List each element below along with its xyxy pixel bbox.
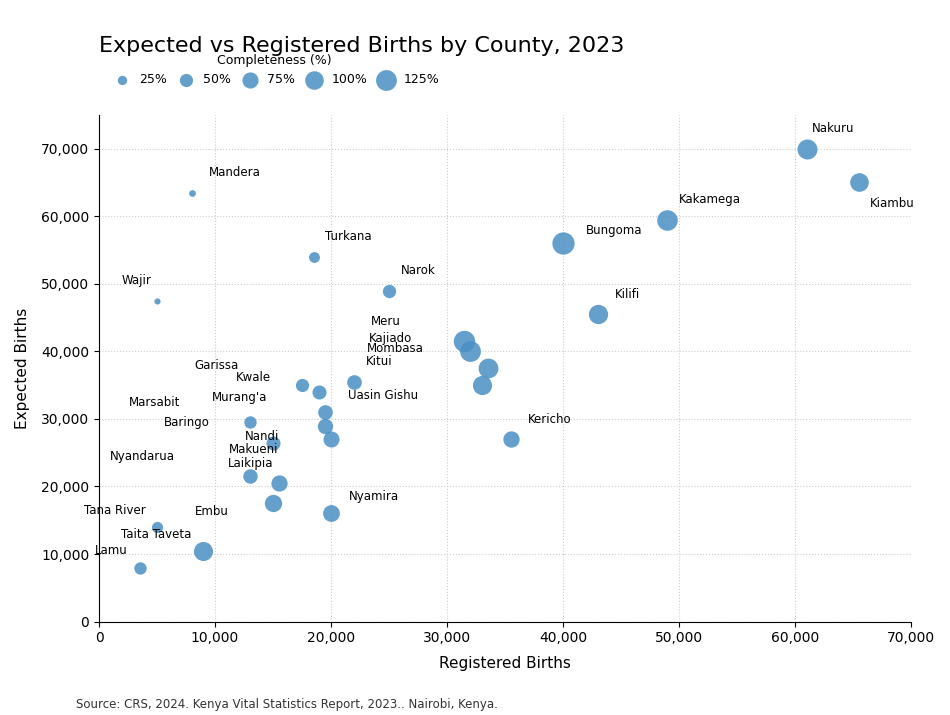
Point <box>851 177 866 188</box>
Point <box>184 187 200 198</box>
Point <box>799 143 814 154</box>
Point <box>242 470 257 482</box>
Point <box>660 214 675 225</box>
Text: Kericho: Kericho <box>528 413 572 425</box>
Text: Garissa: Garissa <box>194 359 238 372</box>
Point <box>265 437 280 448</box>
Text: Nandi: Nandi <box>244 430 279 443</box>
Point <box>294 380 310 391</box>
Text: Kitui: Kitui <box>366 355 392 368</box>
Point <box>196 545 211 556</box>
Text: Kajiado: Kajiado <box>369 332 412 345</box>
Text: Kwale: Kwale <box>236 371 271 384</box>
Point <box>132 562 147 573</box>
Text: Narok: Narok <box>401 264 435 277</box>
Text: Embu: Embu <box>195 506 229 518</box>
Point <box>480 363 495 374</box>
Point <box>317 406 332 418</box>
Text: Nyamira: Nyamira <box>349 490 399 503</box>
Point <box>556 237 571 249</box>
Point <box>317 420 332 431</box>
Text: Meru: Meru <box>370 315 401 327</box>
Point <box>382 285 397 296</box>
Point <box>457 335 472 347</box>
Point <box>474 380 489 391</box>
Text: Mandera: Mandera <box>209 166 261 179</box>
X-axis label: Registered Births: Registered Births <box>439 656 571 671</box>
Legend: 25%, 50%, 75%, 100%, 125%: 25%, 50%, 75%, 100%, 125% <box>105 50 444 90</box>
Point <box>272 478 287 489</box>
Text: Taita Taveta: Taita Taveta <box>122 528 192 541</box>
Text: Kilifi: Kilifi <box>616 287 640 301</box>
Text: Uasin Gishu: Uasin Gishu <box>348 389 418 402</box>
Text: Baringo: Baringo <box>163 416 209 429</box>
Text: Source: CRS, 2024. Kenya Vital Statistics Report, 2023.. Nairobi, Kenya.: Source: CRS, 2024. Kenya Vital Statistic… <box>76 698 498 711</box>
Point <box>149 521 164 533</box>
Point <box>323 508 338 519</box>
Text: Marsabit: Marsabit <box>129 396 180 409</box>
Text: Tana River: Tana River <box>84 504 145 517</box>
Point <box>306 251 321 262</box>
Text: Bungoma: Bungoma <box>586 224 643 237</box>
Text: Turkana: Turkana <box>325 230 371 243</box>
Point <box>323 433 338 445</box>
Y-axis label: Expected Births: Expected Births <box>15 307 30 429</box>
Text: Nakuru: Nakuru <box>812 122 855 135</box>
Text: Expected vs Registered Births by County, 2023: Expected vs Registered Births by County,… <box>99 36 624 56</box>
Text: Wajir: Wajir <box>122 274 151 287</box>
Point <box>590 308 605 320</box>
Point <box>463 345 478 357</box>
Text: Lamu: Lamu <box>95 544 128 558</box>
Point <box>242 417 257 428</box>
Text: Makueni: Makueni <box>229 443 279 456</box>
Text: Murang'a: Murang'a <box>212 391 267 404</box>
Point <box>312 386 327 398</box>
Text: Mombasa: Mombasa <box>367 342 424 355</box>
Point <box>265 498 280 509</box>
Text: Kakamega: Kakamega <box>679 193 741 206</box>
Text: Kiambu: Kiambu <box>870 197 915 209</box>
Point <box>347 376 362 388</box>
Point <box>504 433 519 445</box>
Point <box>149 295 164 307</box>
Text: Nyandarua: Nyandarua <box>109 450 175 463</box>
Text: Laikipia: Laikipia <box>228 457 273 470</box>
